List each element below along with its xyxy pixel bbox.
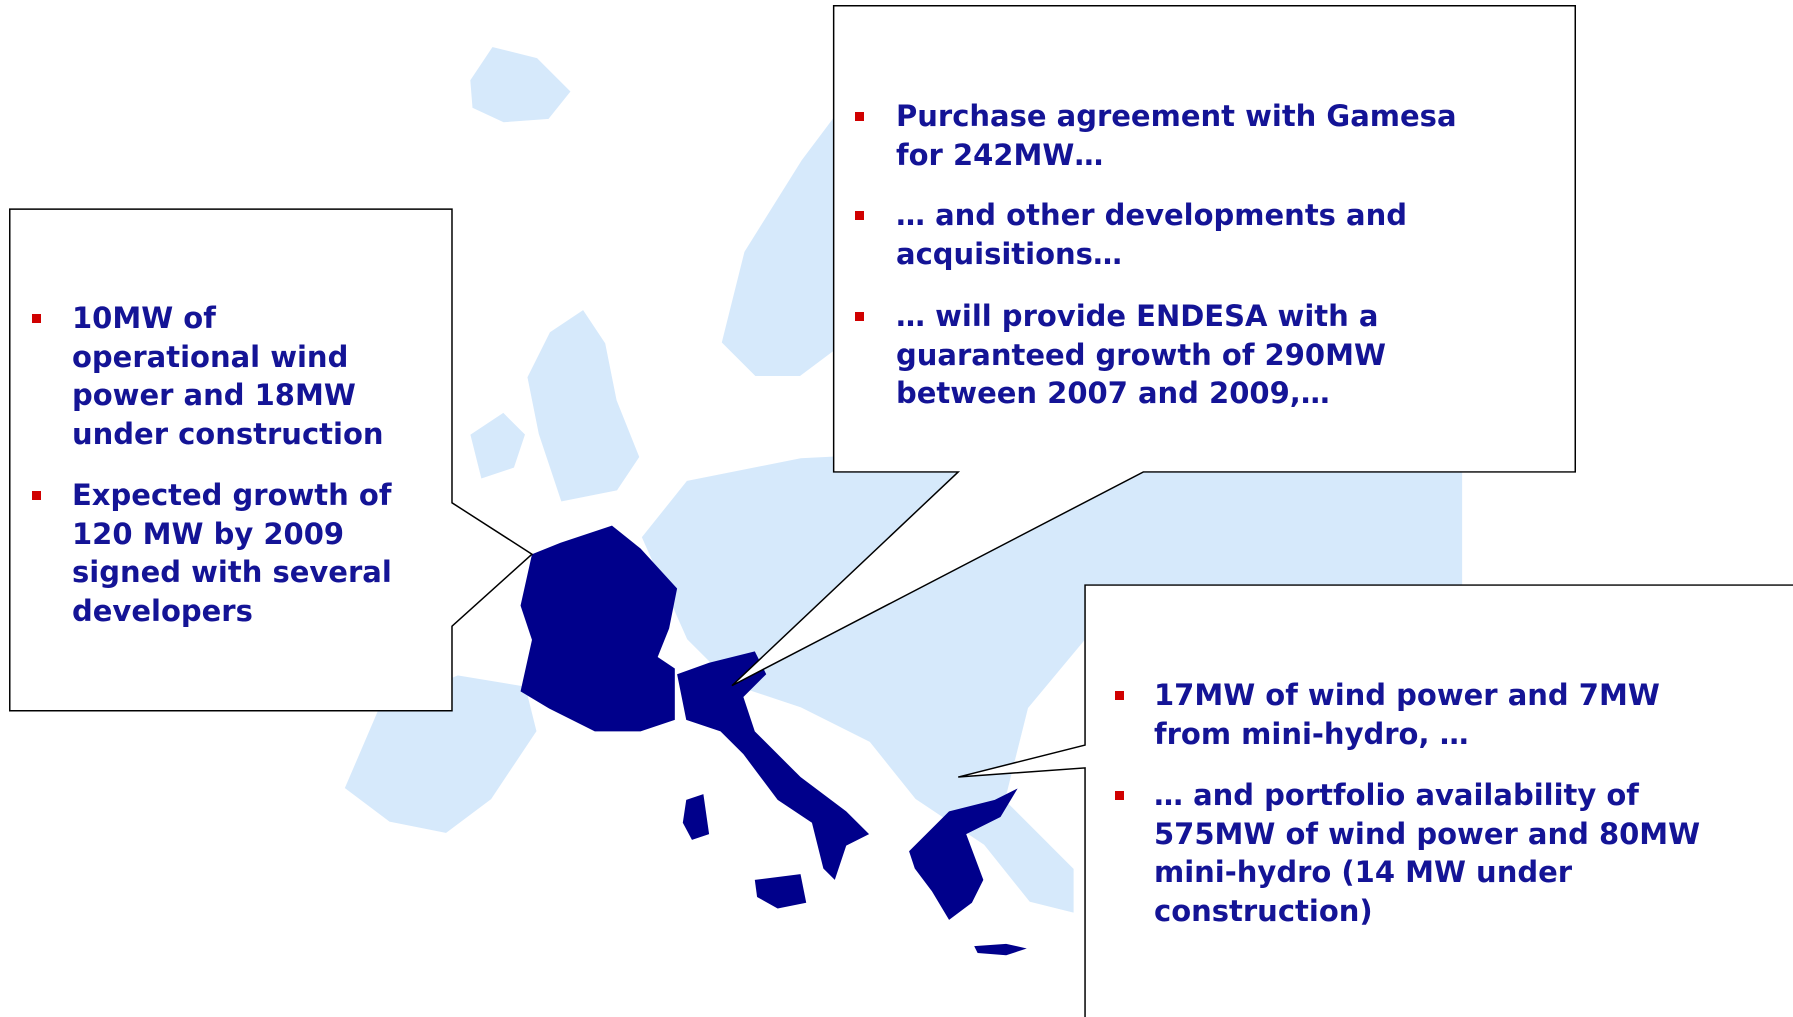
bullet-text: for 242MW… bbox=[896, 137, 1104, 172]
bullet-marker bbox=[32, 314, 41, 323]
bullet-text: between 2007 and 2009,… bbox=[896, 376, 1330, 410]
bullet-text: … and portfolio availability of bbox=[1154, 778, 1639, 812]
bullet-marker bbox=[855, 112, 864, 121]
greece bbox=[909, 788, 1018, 920]
bullet-text: mini-hydro (14 MW under bbox=[1154, 855, 1573, 889]
bullet-marker bbox=[1115, 791, 1124, 800]
callout-boxes bbox=[9, 4, 1793, 1017]
bullet-text: construction) bbox=[1154, 893, 1373, 928]
bullet-text: acquisitions… bbox=[896, 236, 1122, 271]
bullet-text: under construction bbox=[72, 416, 384, 451]
bullet-text: power and 18MW bbox=[72, 378, 356, 412]
france bbox=[520, 525, 678, 732]
callout-box bbox=[731, 4, 1577, 687]
bullet-text: … will provide ENDESA with a bbox=[896, 299, 1379, 333]
bullet-text: operational wind bbox=[72, 339, 349, 374]
bullet-text: … and other developments and bbox=[896, 198, 1408, 232]
bullet-text: 10MW of bbox=[72, 301, 216, 335]
bullet-marker bbox=[32, 491, 41, 500]
callout-box bbox=[9, 208, 534, 712]
bullet-text: 575MW of wind power and 80MW bbox=[1154, 816, 1701, 851]
bullet-text: developers bbox=[72, 593, 253, 628]
bullet-text: signed with several bbox=[72, 555, 392, 589]
bullet-marker bbox=[855, 211, 864, 220]
endesa-countries bbox=[520, 525, 1027, 956]
bullet-text: guaranteed growth of 290MW bbox=[896, 337, 1386, 372]
bullet-marker bbox=[1115, 691, 1124, 700]
sardinia bbox=[682, 794, 710, 840]
bullet-text: 17MW of wind power and 7MW bbox=[1154, 678, 1660, 712]
bullet-text: Purchase agreement with Gamesa bbox=[896, 99, 1457, 133]
bullet-marker bbox=[855, 312, 864, 321]
callout-box bbox=[958, 584, 1793, 1017]
sicily bbox=[754, 874, 807, 909]
bullet-text: from mini-hydro, … bbox=[1154, 716, 1469, 751]
bullet-text: Expected growth of bbox=[72, 478, 392, 512]
crete bbox=[974, 943, 1027, 956]
italy bbox=[677, 651, 870, 880]
bullet-text: 120 MW by 2009 bbox=[72, 516, 345, 551]
